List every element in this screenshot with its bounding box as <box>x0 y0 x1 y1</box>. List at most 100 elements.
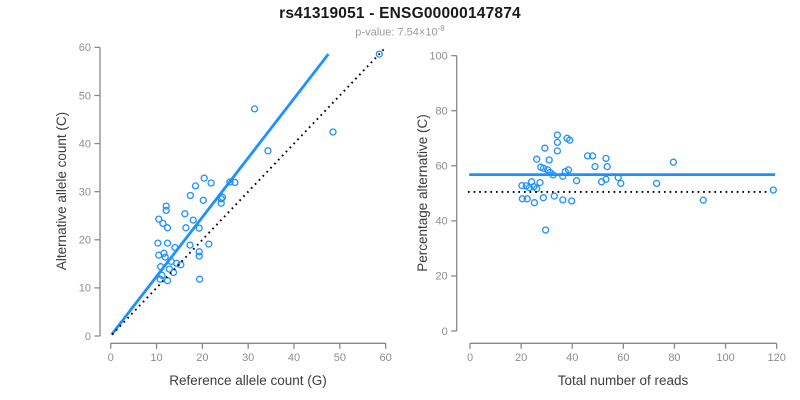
right-x-axis-label: Total number of reads <box>558 373 689 388</box>
left-y-tick-label: 10 <box>79 283 91 295</box>
left-x-tick-label: 10 <box>150 352 162 364</box>
left-y-tick-label: 50 <box>79 90 91 102</box>
right-scatter-point <box>617 179 625 188</box>
left-scatter-point <box>163 239 172 247</box>
left-y-tick-label: 60 <box>79 42 91 54</box>
right-scatter-point <box>545 156 553 164</box>
left-y-axis-label: Alternative allele count (C) <box>54 112 69 270</box>
right-x-tick-label: 100 <box>716 352 734 364</box>
left-scatter-point <box>163 277 172 285</box>
left-scatter-point <box>155 215 163 223</box>
right-scatter-point <box>530 199 539 207</box>
left-scatter-point <box>199 196 207 204</box>
left-scatter-point <box>207 179 215 187</box>
left-scatter-point <box>217 199 225 207</box>
left-scatter-point <box>173 259 181 268</box>
right-y-tick-label: 80 <box>435 106 447 118</box>
right-scatter-point <box>523 195 531 203</box>
right-y-tick-label: 20 <box>435 271 447 283</box>
left-scatter-point <box>264 147 272 155</box>
right-scatter-point <box>539 194 547 202</box>
left-scatter-point <box>205 240 213 248</box>
right-scatter-point <box>602 175 610 183</box>
left-scatter-point <box>195 248 203 256</box>
right-scatter-point <box>550 192 558 200</box>
left-y-tick-label: 30 <box>79 186 91 198</box>
left-scatter-point <box>182 224 190 232</box>
left-scatter-point <box>181 210 189 218</box>
left-x-tick-label: 0 <box>108 352 114 364</box>
left-scatter-point <box>200 174 208 182</box>
left-x-axis-label: Reference allele count (G) <box>169 373 327 388</box>
right-scatter-point <box>553 138 562 147</box>
right-scatter-point <box>699 196 707 204</box>
left-scatter-point <box>195 252 203 260</box>
left-scatter-point <box>189 216 197 224</box>
left-scatter-point <box>195 275 204 283</box>
regression-line <box>110 53 330 336</box>
left-y-tick-label: 20 <box>79 235 91 247</box>
identity-line <box>111 48 385 336</box>
right-y-tick-label: 0 <box>442 326 448 338</box>
right-scatter-point <box>572 177 581 185</box>
right-scatter-point <box>769 186 777 194</box>
right-y-axis-label: Percentage alternative (C) <box>415 114 430 272</box>
right-scatter-point <box>541 144 549 152</box>
right-scatter-point <box>533 155 541 163</box>
right-scatter-point <box>518 195 527 203</box>
left-x-tick-label: 60 <box>380 352 392 364</box>
right-scatter-point <box>603 162 611 171</box>
right-y-tick-label: 100 <box>429 50 447 62</box>
right-scatter-point <box>669 158 678 166</box>
left-scatter-point <box>169 268 178 277</box>
right-scatter-point <box>589 152 597 160</box>
right-scatter-point <box>566 136 574 144</box>
figure-subtitle: p-value: 7.54×10-8 <box>0 24 800 39</box>
left-scatter-point <box>250 105 259 113</box>
right-scatter-point <box>602 154 610 163</box>
pvalue-exponent: -8 <box>437 24 445 33</box>
left-scatter-point <box>154 239 162 247</box>
left-y-tick-label: 40 <box>79 138 91 150</box>
right-x-tick-label: 120 <box>767 352 785 364</box>
left-x-tick-label: 50 <box>334 352 346 364</box>
left-scatter-point <box>162 206 170 215</box>
right-y-tick-label: 60 <box>435 161 447 173</box>
right-scatter-point <box>591 162 599 171</box>
right-x-tick-label: 80 <box>668 352 680 364</box>
right-x-tick-label: 0 <box>467 352 473 364</box>
right-scatter-point <box>564 166 573 174</box>
left-scatter-point <box>162 202 170 210</box>
right-x-tick-label: 40 <box>566 352 578 364</box>
left-scatter-point <box>160 249 168 257</box>
left-scatter-point <box>156 275 164 283</box>
right-scatter-point <box>536 178 544 187</box>
left-scatter-point <box>226 178 234 186</box>
right-x-tick-label: 20 <box>515 352 527 364</box>
left-scatter-point <box>186 191 195 200</box>
right-scatter-point <box>525 183 533 192</box>
left-x-tick-label: 40 <box>288 352 300 364</box>
right-x-tick-label: 60 <box>617 352 629 364</box>
left-scatter-point <box>186 241 194 249</box>
pvalue-text: p-value: 7.54×10 <box>355 26 438 39</box>
right-scatter-point <box>583 152 592 160</box>
right-scatter-point <box>541 226 550 234</box>
right-y-tick-label: 40 <box>435 216 447 228</box>
right-scatter-point <box>568 197 576 205</box>
left-y-tick-label: 0 <box>85 331 91 343</box>
right-scatter-point <box>518 181 526 190</box>
left-scatter-point <box>159 219 167 228</box>
figure-title: rs41319051 - ENSG00000147874 <box>279 5 521 22</box>
left-scatter-point <box>375 50 383 58</box>
right-scatter-point <box>553 147 562 155</box>
right-scatter-point <box>652 179 661 188</box>
left-scatter-point <box>195 224 203 232</box>
right-scatter-point <box>559 196 567 204</box>
right-scatter-point <box>539 164 548 172</box>
left-scatter-point <box>231 178 239 187</box>
left-x-tick-label: 30 <box>242 352 254 364</box>
figure-header: rs41319051 - ENSG00000147874 p-value: 7.… <box>0 0 800 39</box>
